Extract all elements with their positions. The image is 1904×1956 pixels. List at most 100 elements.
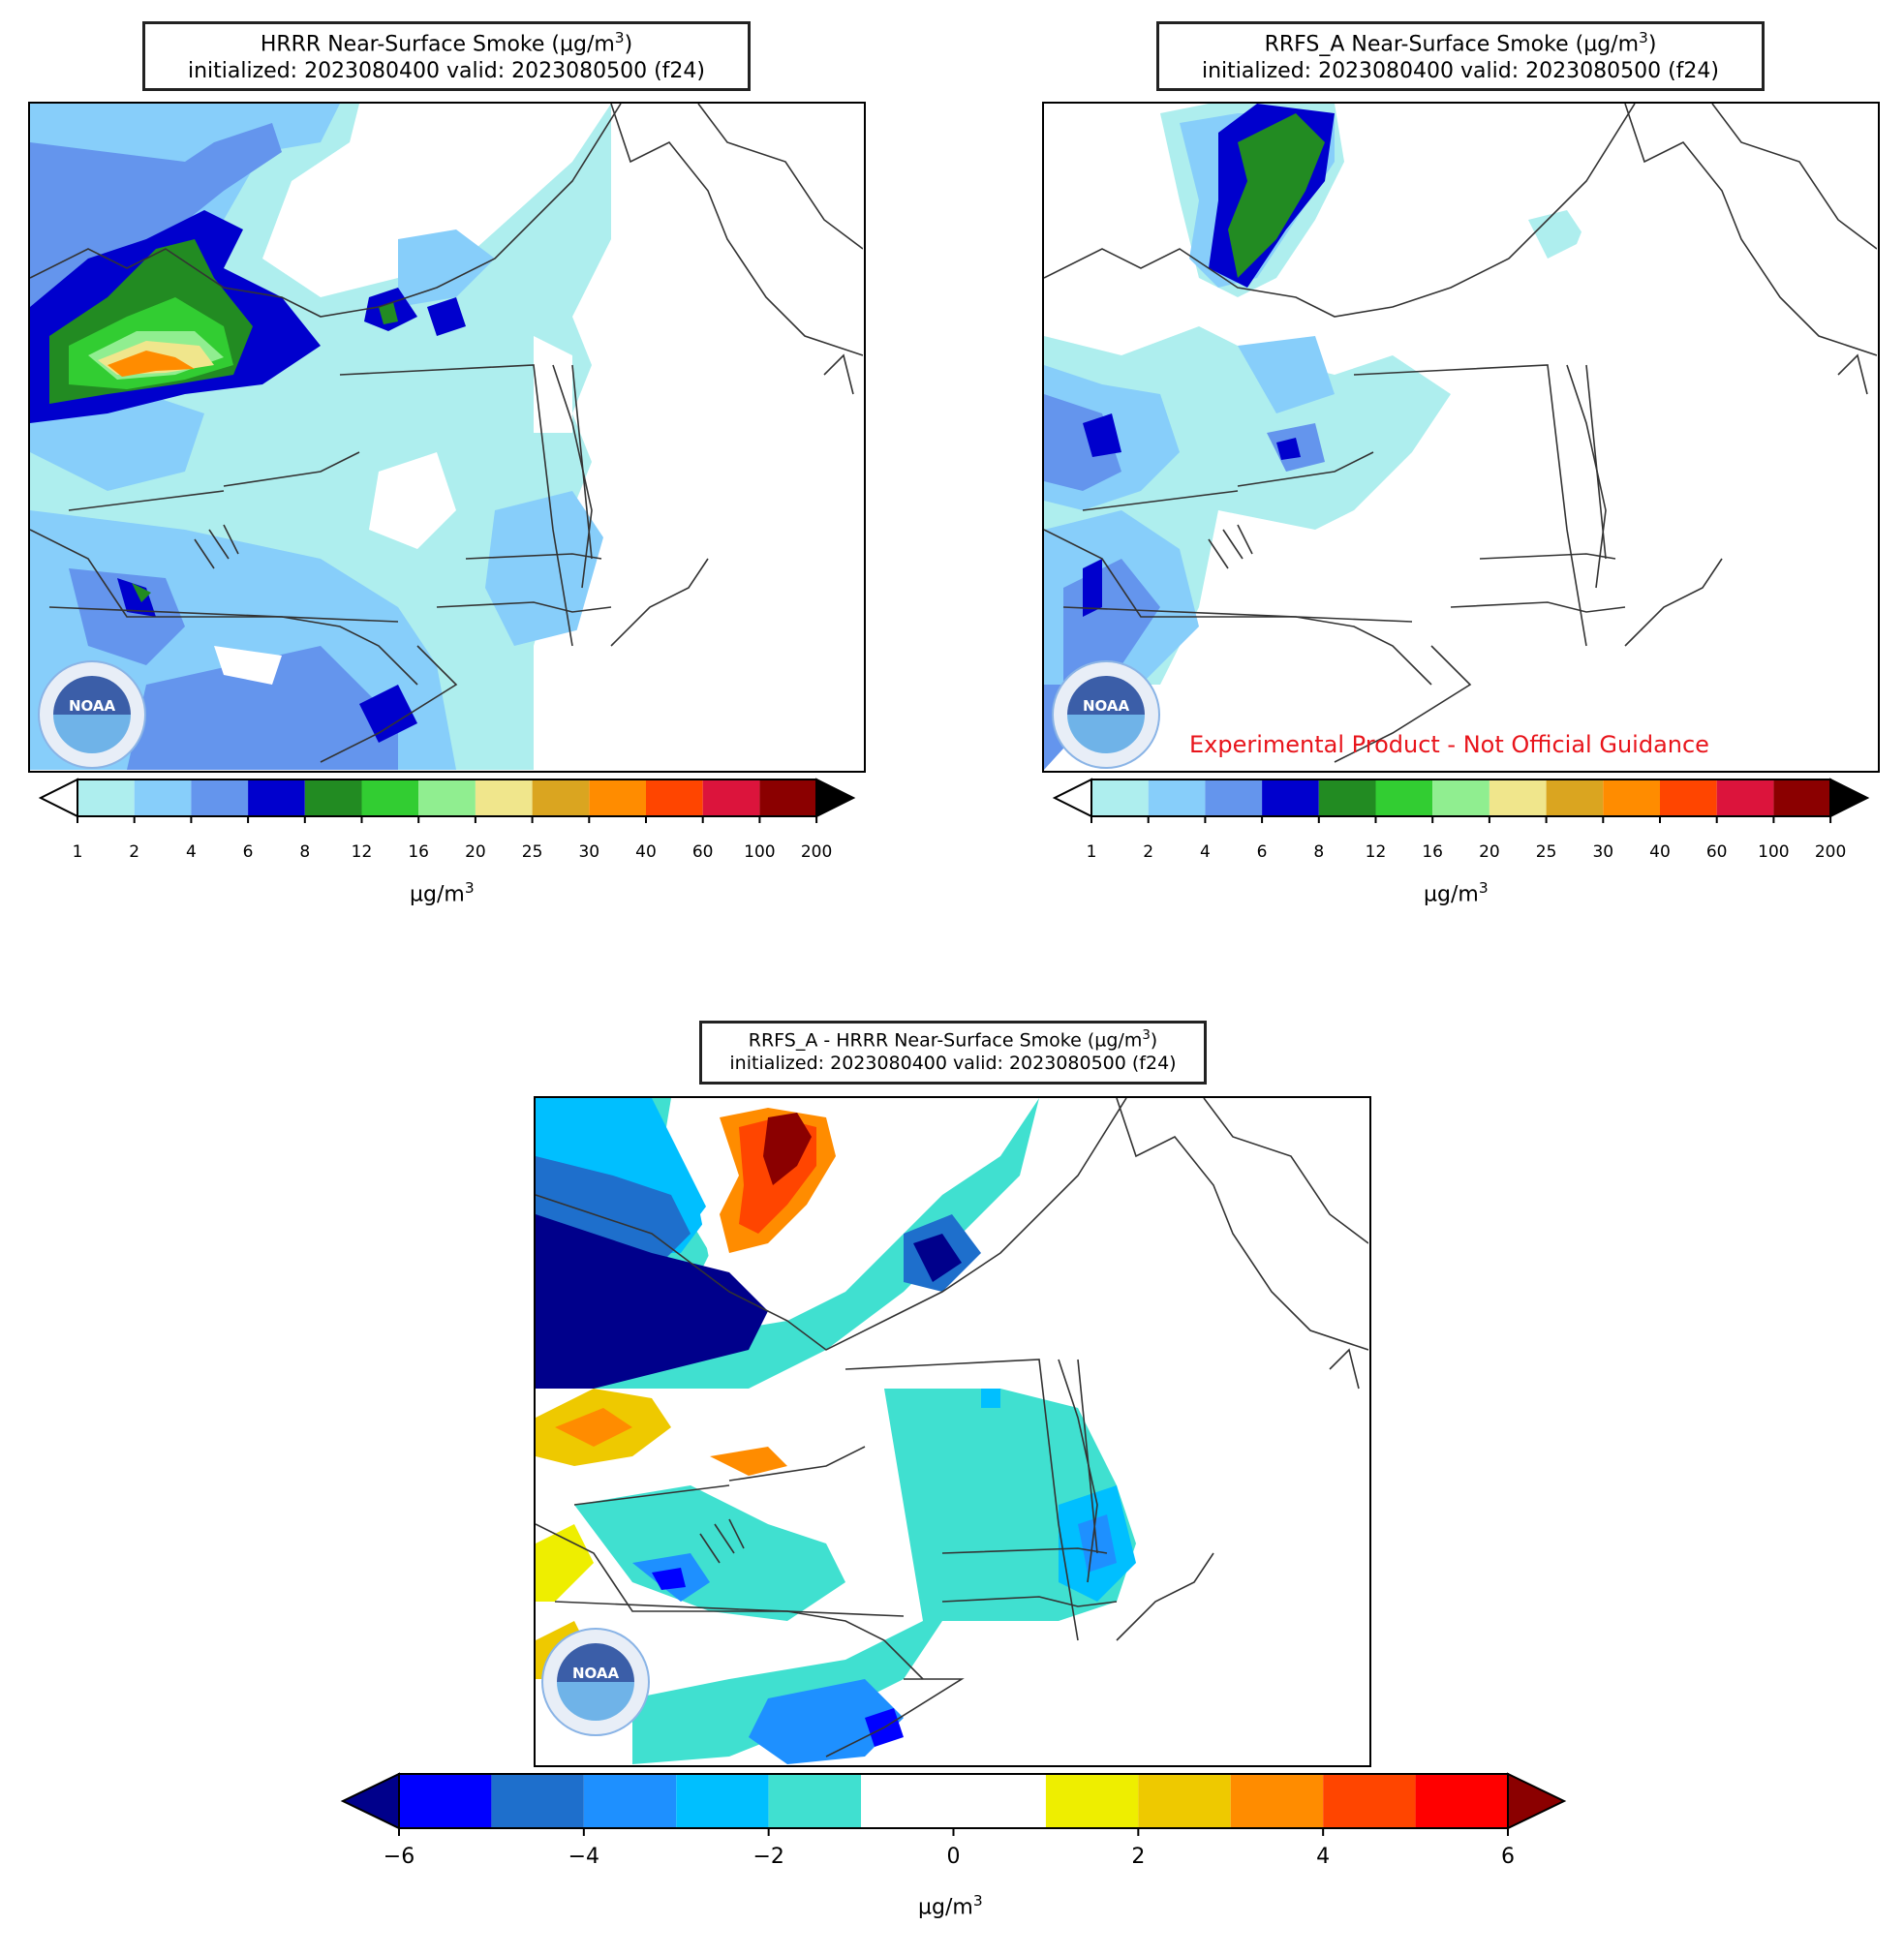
hrrr-colorbar-ticks: 1 2 4 6 8 12 16 20 25 30 40 60 100 200 xyxy=(0,842,1904,871)
colorbar-tick-label: 1 xyxy=(1086,842,1097,862)
colorbar-segment xyxy=(1262,779,1319,816)
colorbar-tick-label: 4 xyxy=(1316,1845,1331,1869)
colorbar-segment xyxy=(399,1774,492,1828)
colorbar-tick-label: 20 xyxy=(1479,842,1500,862)
rrfs-colorbar-ticks: 1 2 4 6 8 12 16 20 25 30 40 60 100 200 xyxy=(0,842,1904,871)
colorbar-segment xyxy=(532,779,590,816)
hrrr-map: NOAA xyxy=(28,102,866,773)
colorbar-tick-label: 6 xyxy=(242,842,254,862)
rrfs-title-line1: RRFS_A Near-Surface Smoke (µg/m3) xyxy=(1264,29,1657,57)
colorbar-segment xyxy=(768,1774,862,1828)
colorbar-tick-label: 6 xyxy=(1501,1845,1515,1869)
colorbar-segment xyxy=(676,1774,769,1828)
colorbar-segment xyxy=(1375,779,1433,816)
diff-colorbar-label: µg/m3 xyxy=(918,1892,983,1920)
colorbar-segment xyxy=(191,779,249,816)
noaa-logo-inner: NOAA xyxy=(53,676,131,753)
colorbar-tick-label: −4 xyxy=(568,1845,600,1869)
colorbar-segment xyxy=(361,779,419,816)
diff-smoke-field xyxy=(536,1098,1368,1764)
noaa-logo: NOAA xyxy=(1052,660,1160,769)
rrfs-smoke-field xyxy=(1044,104,1877,770)
colorbar-segment xyxy=(861,1774,954,1828)
rrfs-title-box: RRFS_A Near-Surface Smoke (µg/m3) initia… xyxy=(1156,21,1765,91)
rrfs-colorbar xyxy=(1052,778,1870,823)
diff-title-line1: RRFS_A - HRRR Near-Surface Smoke (µg/m3) xyxy=(748,1028,1158,1052)
colorbar-segment xyxy=(1716,779,1774,816)
colorbar-segment xyxy=(1660,779,1717,816)
noaa-logo: NOAA xyxy=(38,660,146,769)
hrrr-colorbar xyxy=(38,778,856,823)
colorbar-segment xyxy=(134,779,192,816)
colorbar-tick-label: 16 xyxy=(1422,842,1444,862)
colorbar-segment xyxy=(1205,779,1263,816)
colorbar-segment xyxy=(304,779,362,816)
colorbar-segment xyxy=(583,1774,677,1828)
colorbar-tick-label: 200 xyxy=(1814,842,1847,862)
rrfs-colorbar-label: µg/m3 xyxy=(1424,879,1489,907)
colorbar-tick-label: 12 xyxy=(1365,842,1387,862)
experimental-watermark: Experimental Product - Not Official Guid… xyxy=(1189,731,1709,758)
colorbar-segment xyxy=(953,1774,1046,1828)
colorbar-tick-label: 30 xyxy=(1592,842,1614,862)
colorbar-under-extension xyxy=(340,1772,400,1830)
hrrr-smoke-field xyxy=(30,104,863,770)
colorbar-segment xyxy=(646,779,703,816)
colorbar-under-extension xyxy=(38,778,78,818)
colorbar-segment xyxy=(1138,1774,1231,1828)
colorbar-tick-label: 2 xyxy=(1131,1845,1146,1869)
colorbar-tick-label: −2 xyxy=(752,1845,784,1869)
rrfs-title-line2: initialized: 2023080400 valid: 202308050… xyxy=(1202,58,1719,83)
colorbar-segment xyxy=(248,779,305,816)
colorbar-segment xyxy=(1546,779,1604,816)
colorbar-segment xyxy=(77,779,135,816)
diff-title-line2: initialized: 2023080400 valid: 202308050… xyxy=(729,1053,1177,1075)
colorbar-tick-label: 25 xyxy=(1535,842,1557,862)
colorbar-tick-label: 40 xyxy=(1649,842,1671,862)
diff-title-box: RRFS_A - HRRR Near-Surface Smoke (µg/m3)… xyxy=(699,1021,1207,1085)
noaa-logo-inner: NOAA xyxy=(1067,676,1145,753)
colorbar-segment xyxy=(1318,779,1376,816)
colorbar-segment xyxy=(1489,779,1547,816)
colorbar-segment xyxy=(1773,779,1831,816)
hrrr-title-box: HRRR Near-Surface Smoke (µg/m3) initiali… xyxy=(142,21,751,91)
colorbar-segment xyxy=(1148,779,1206,816)
colorbar-segment xyxy=(1415,1774,1508,1828)
colorbar-over-extension xyxy=(815,778,856,818)
colorbar-tick-label: 100 xyxy=(1758,842,1790,862)
rrfs-map: NOAA Experimental Product - Not Official… xyxy=(1042,102,1880,773)
noaa-logo-text: NOAA xyxy=(571,1665,620,1682)
colorbar-segment xyxy=(1045,1774,1139,1828)
colorbar-tick-label: 6 xyxy=(1256,842,1268,862)
colorbar-tick-label: 60 xyxy=(1705,842,1728,862)
colorbar-segment xyxy=(1603,779,1660,816)
colorbar-segment xyxy=(491,1774,584,1828)
colorbar-tick-label: 4 xyxy=(1199,842,1211,862)
colorbar-tick-label: 100 xyxy=(744,842,776,862)
colorbar-segment xyxy=(475,779,533,816)
colorbar-segment xyxy=(589,779,646,816)
colorbar-segment xyxy=(1091,779,1149,816)
colorbar-tick-label: 8 xyxy=(299,842,311,862)
noaa-logo: NOAA xyxy=(541,1628,650,1736)
colorbar-tick-label: 1 xyxy=(72,842,83,862)
colorbar-over-extension xyxy=(1829,778,1870,818)
colorbar-segment xyxy=(418,779,476,816)
colorbar-segment xyxy=(759,779,817,816)
colorbar-tick-label: 8 xyxy=(1313,842,1325,862)
diff-map: NOAA xyxy=(534,1096,1371,1767)
colorbar-tick-label: −6 xyxy=(383,1845,415,1869)
colorbar-tick-label: 30 xyxy=(578,842,600,862)
hrrr-colorbar-label: µg/m3 xyxy=(410,879,475,907)
noaa-logo-text: NOAA xyxy=(1082,697,1130,715)
colorbar-segment xyxy=(702,779,760,816)
colorbar-segment xyxy=(1432,779,1489,816)
colorbar-over-extension xyxy=(1507,1772,1567,1830)
diff-colorbar xyxy=(340,1772,1567,1836)
colorbar-tick-label: 12 xyxy=(351,842,373,862)
noaa-logo-text: NOAA xyxy=(68,697,116,715)
colorbar-tick-label: 4 xyxy=(185,842,197,862)
colorbar-tick-label: 20 xyxy=(465,842,486,862)
diff-colorbar-ticks: −6 −4 −2 0 2 4 6 xyxy=(0,1845,1904,1874)
noaa-logo-inner: NOAA xyxy=(557,1643,634,1721)
